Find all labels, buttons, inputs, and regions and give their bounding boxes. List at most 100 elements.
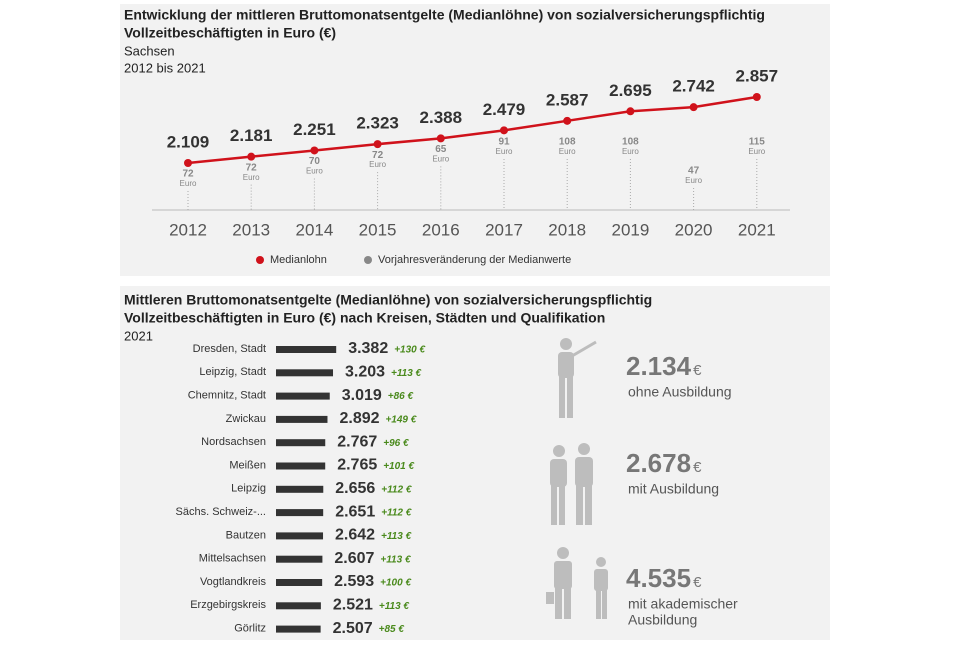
category-label: Leipzig, Stadt — [199, 366, 266, 378]
data-label: 2.651 — [335, 503, 375, 520]
category-label: Zwickau — [226, 413, 266, 425]
category-label: Sächs. Schweiz-... — [176, 506, 266, 518]
legend-marker — [256, 256, 264, 264]
bar — [276, 532, 324, 540]
bar — [276, 415, 328, 423]
x-tick-label: 2015 — [359, 220, 397, 239]
category-label: Vogtlandkreis — [200, 576, 267, 588]
panel — [120, 286, 830, 640]
change-label: +113 € — [380, 554, 411, 565]
change-label: 65 — [435, 144, 447, 155]
data-label: 2.857 — [736, 66, 779, 85]
bar — [276, 346, 337, 353]
point — [500, 126, 508, 135]
change-label: +113 € — [391, 368, 422, 379]
bar — [276, 579, 323, 586]
change-label: 72 — [246, 162, 258, 173]
chart-title: Vollzeitbeschäftigten in Euro (€) — [124, 25, 336, 41]
qualification-label: mit Ausbildung — [628, 481, 719, 497]
data-label: 2.593 — [334, 573, 374, 590]
change-label: +112 € — [381, 508, 412, 519]
change-label: 115 — [749, 137, 766, 148]
data-label: 2.765 — [337, 457, 377, 474]
data-label: 2.181 — [230, 126, 273, 145]
change-label: 108 — [559, 137, 576, 148]
point — [310, 146, 319, 155]
qualification-label: Ausbildung — [628, 612, 697, 628]
qualification-value: 2.678 — [626, 448, 691, 478]
change-unit: Euro — [559, 147, 576, 156]
point — [373, 140, 382, 149]
x-tick-label: 2017 — [485, 220, 523, 239]
chart-title: Entwicklung der mittleren Bruttomonatsen… — [124, 7, 765, 23]
data-label: 2.742 — [672, 77, 715, 96]
point — [436, 134, 445, 143]
category-label: Erzgebirgskreis — [190, 599, 266, 611]
change-label: +85 € — [379, 624, 405, 635]
bar — [276, 602, 321, 610]
data-label: 2.521 — [333, 597, 373, 614]
icons — [546, 338, 608, 619]
point — [184, 159, 192, 167]
change-unit: Euro — [496, 147, 513, 156]
qualification-unit: € — [693, 574, 702, 591]
data-label: 3.203 — [345, 364, 385, 381]
data-label: 2.695 — [609, 81, 652, 100]
change-label: +86 € — [388, 391, 414, 402]
change-label: 72 — [182, 169, 194, 180]
category-label: Chemnitz, Stadt — [188, 390, 266, 402]
x-tick-label: 2014 — [295, 220, 333, 239]
change-label: +113 € — [381, 531, 412, 542]
change-label: +149 € — [385, 415, 416, 426]
data-label: 2.479 — [483, 100, 526, 119]
point — [752, 93, 761, 101]
category-label: Leipzig — [231, 483, 266, 495]
data-label: 2.251 — [293, 120, 336, 139]
data-label: 2.388 — [420, 108, 463, 127]
legend-label: Vorjahresveränderung der Medianwerte — [378, 254, 571, 266]
data-label: 2.642 — [335, 527, 375, 544]
change-label: 91 — [498, 137, 510, 148]
qualification-unit: € — [693, 362, 702, 379]
bar — [276, 555, 323, 563]
point — [626, 107, 635, 116]
change-label: 72 — [372, 150, 384, 161]
category-label: Meißen — [229, 459, 266, 471]
point — [689, 103, 698, 112]
change-label: +96 € — [383, 438, 409, 449]
data-label: 2.507 — [333, 620, 373, 637]
bar — [276, 369, 334, 377]
change-label: 70 — [309, 156, 321, 167]
change-label: +112 € — [381, 484, 412, 495]
category-label: Bautzen — [226, 529, 266, 541]
category-label: Mittelsachsen — [199, 553, 266, 565]
chart-subtitle: 2021 — [124, 328, 153, 343]
bar — [276, 485, 324, 493]
bar — [276, 462, 326, 470]
qualification-label: mit akademischer — [628, 596, 738, 612]
x-tick-label: 2021 — [738, 220, 776, 239]
category-label: Görlitz — [234, 623, 266, 635]
data-label: 2.109 — [167, 132, 210, 151]
data-label: 3.019 — [342, 387, 382, 404]
data-label: 3.382 — [348, 340, 388, 357]
change-label: 47 — [688, 166, 700, 177]
change-unit: Euro — [685, 176, 702, 185]
line — [187, 95, 757, 165]
x-tick-label: 2019 — [611, 220, 649, 239]
data-label: 2.892 — [339, 410, 379, 427]
qualification-unit: € — [693, 459, 702, 476]
qualification-value: 4.535 — [626, 563, 691, 593]
bar — [276, 392, 330, 400]
chart-title: Mittleren Bruttomonatsentgelte (Medianlö… — [124, 292, 652, 308]
change-unit: Euro — [748, 147, 765, 156]
change-unit: Euro — [369, 160, 386, 169]
x-tick-label: 2012 — [169, 220, 207, 239]
point — [563, 116, 572, 125]
x-tick-label: 2013 — [232, 220, 270, 239]
data-label: 2.767 — [337, 433, 377, 450]
chart-subtitle: 2012 bis 2021 — [124, 60, 206, 75]
category-label: Nordsachsen — [201, 436, 266, 448]
bar — [276, 625, 321, 633]
